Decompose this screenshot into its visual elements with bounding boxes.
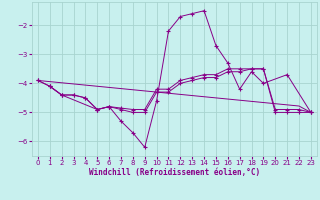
- X-axis label: Windchill (Refroidissement éolien,°C): Windchill (Refroidissement éolien,°C): [89, 168, 260, 177]
